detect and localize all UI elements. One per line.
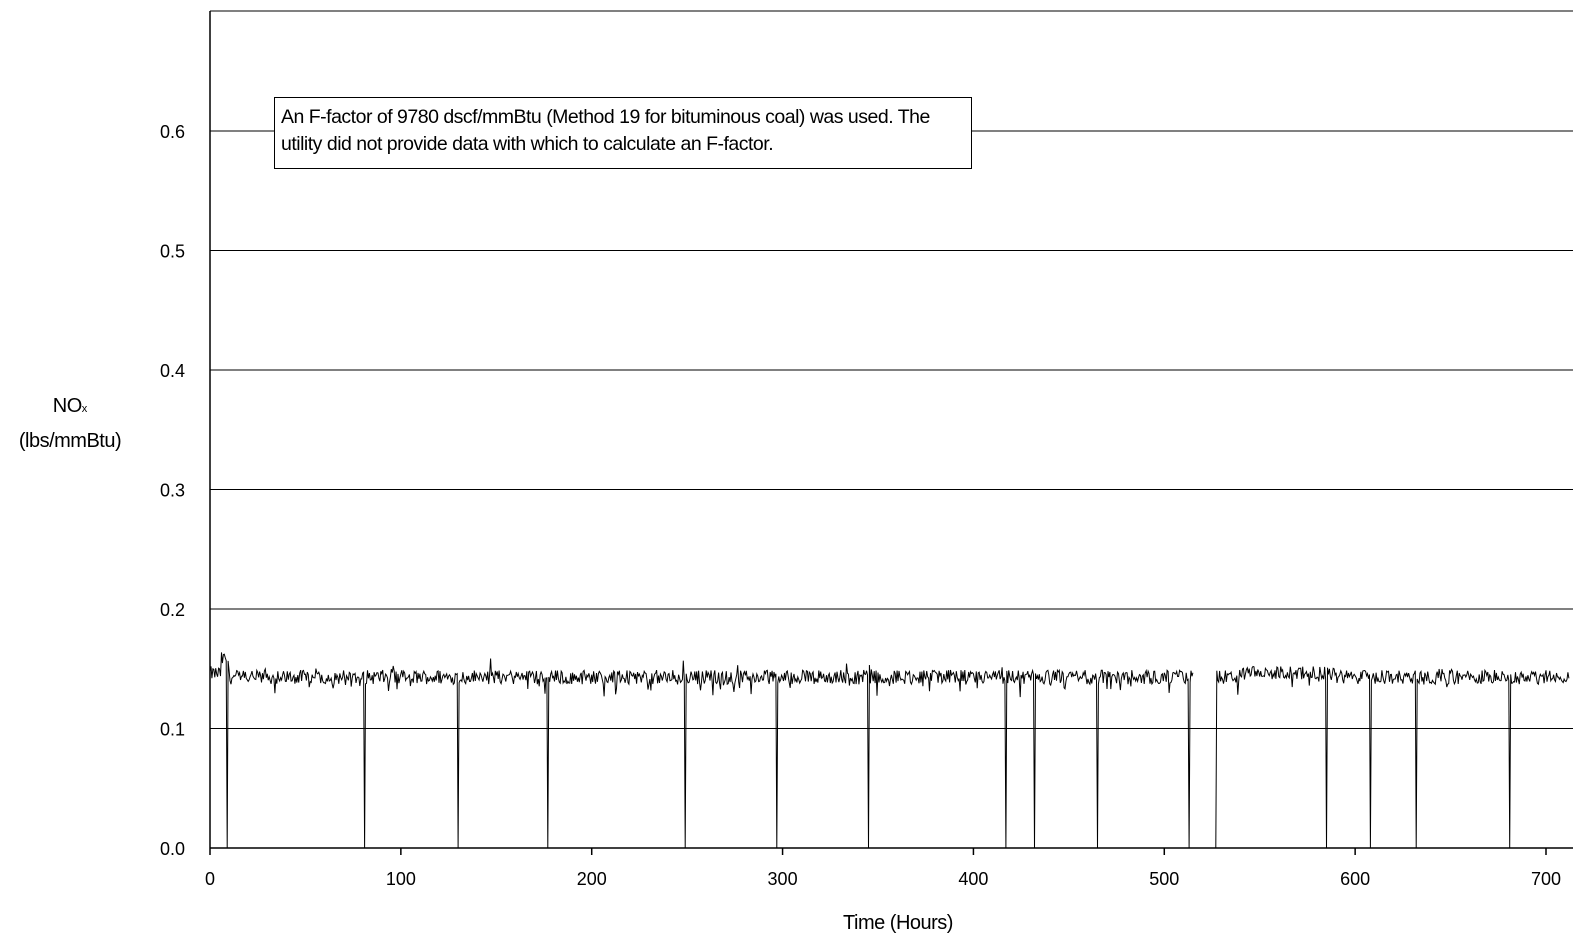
x-axis-label: Time (Hours) (843, 912, 953, 934)
x-tick-label: 500 (1149, 869, 1179, 889)
x-tick-label: 400 (958, 869, 988, 889)
x-tick-label: 600 (1340, 869, 1370, 889)
y-tick-label: 0.6 (160, 122, 185, 142)
x-tick-label: 200 (577, 869, 607, 889)
y-axis-label-main: NO (52, 395, 83, 417)
y-tick-label: 0.5 (160, 242, 185, 262)
y-tick-label: 0.2 (160, 600, 185, 620)
annotation-box: An F-factor of 9780 dscf/mmBtu (Method 1… (274, 97, 972, 169)
x-tick-label: 300 (768, 869, 798, 889)
x-tick-label: 0 (205, 869, 215, 889)
x-axis-tick-labels: 0 100 200 300 400 500 600 700 (205, 869, 1561, 889)
y-tick-label: 0.0 (160, 839, 185, 859)
y-axis-label: NOx (lbs/mmBtu) (0, 390, 140, 457)
y-axis-label-subscript: x (81, 403, 88, 415)
annotation-text: An F-factor of 9780 dscf/mmBtu (Method 1… (281, 106, 930, 155)
grid-lines (210, 130, 1573, 729)
x-tick-label: 700 (1531, 869, 1561, 889)
x-axis-ticks (209, 848, 1547, 855)
nox-series-line (209, 652, 1570, 849)
y-tick-label: 0.4 (160, 361, 185, 381)
y-axis-tick-labels: 0.0 0.1 0.2 0.3 0.4 0.5 0.6 (160, 122, 185, 859)
y-tick-label: 0.1 (160, 720, 185, 740)
y-tick-label: 0.3 (160, 481, 185, 501)
x-tick-label: 100 (386, 869, 416, 889)
y-axis-label-units: (lbs/mmBtu) (18, 430, 122, 452)
